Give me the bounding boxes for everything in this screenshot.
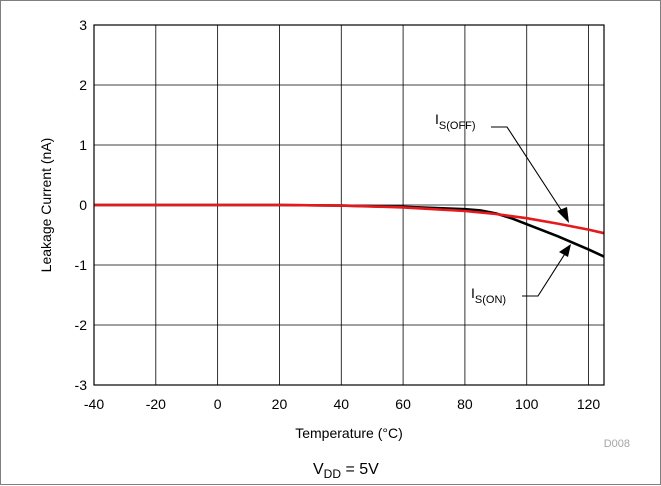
x-tick-label: 60 <box>395 396 411 412</box>
series-lines <box>94 203 605 258</box>
series-line-is-on <box>94 203 605 258</box>
x-tick-label: 0 <box>214 396 222 412</box>
annotation-is-off: IS(OFF) <box>435 111 569 223</box>
y-tick-label: -1 <box>75 257 88 273</box>
y-tick-label: 3 <box>79 17 87 33</box>
y-tick-label: -2 <box>75 317 88 333</box>
x-tick-label: -40 <box>84 396 104 412</box>
x-tick-label: 40 <box>333 396 349 412</box>
annotation-arrowhead-is-off <box>557 207 569 223</box>
y-tick-label: -3 <box>75 377 88 393</box>
test-condition: VDD = 5V <box>313 461 379 481</box>
y-tick-label: 0 <box>79 197 87 213</box>
x-tick-labels: -40 -20 0 20 40 60 80 100 120 <box>84 396 601 412</box>
x-tick-label: -20 <box>146 396 166 412</box>
plot-area-border <box>93 24 605 386</box>
x-tick-label: 80 <box>457 396 473 412</box>
figure-id: D008 <box>604 438 630 450</box>
annotation-label-is-off: IS(OFF) <box>435 111 476 132</box>
x-tick-label: 120 <box>577 396 601 412</box>
annotation-leader-is-on <box>522 248 569 297</box>
annotation-label-is-on: IS(ON) <box>471 285 506 306</box>
y-tick-labels: 3 2 1 0 -1 -2 -3 <box>75 17 88 393</box>
x-tick-label: 20 <box>272 396 288 412</box>
x-axis-label: Temperature (°C) <box>295 425 403 441</box>
y-tick-label: 1 <box>79 137 87 153</box>
y-axis-label: Leakage Current (nA) <box>38 138 54 273</box>
annotation-arrowhead-is-on <box>559 244 571 257</box>
annotation-leader-is-off <box>491 126 568 220</box>
x-tick-label: 100 <box>515 396 539 412</box>
y-tick-label: 2 <box>79 77 87 93</box>
annotation-is-on: IS(ON) <box>471 244 571 306</box>
series-line-is-off <box>94 203 605 235</box>
annotations: IS(OFF) IS(ON) <box>435 111 571 306</box>
